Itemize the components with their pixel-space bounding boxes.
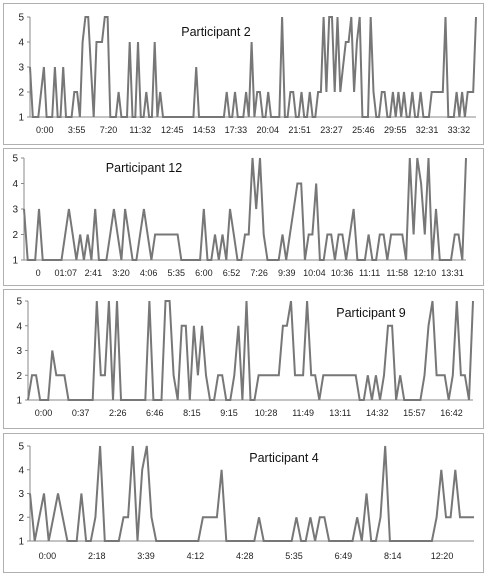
participant-12-x-tick-label: 7:26 bbox=[250, 268, 268, 278]
participant-2-y-tick-label: 1 bbox=[18, 113, 24, 124]
chart-svg-participant-9: 1 2 3 4 5 0:00 0:37 2:26 6:46 8:15 9:15 10:28 11:49 1… bbox=[16, 297, 474, 418]
participant-2-x-tick-label: 17:33 bbox=[225, 125, 248, 135]
participant-9-x-tick-label: 10:28 bbox=[255, 408, 278, 418]
participant-12-x-tick-label: 01:07 bbox=[55, 268, 78, 278]
participant-9-x-tick-label: 0:00 bbox=[35, 408, 53, 418]
participant-12-x-tick-label: 11:11 bbox=[359, 268, 380, 278]
participant-12-y-tick-label: 3 bbox=[12, 205, 18, 216]
participant-12-y-tick-label: 5 bbox=[12, 154, 18, 165]
participant-12-x-tick-label: 6:52 bbox=[223, 268, 241, 278]
participant-12-y-tick-label: 1 bbox=[12, 256, 18, 267]
chart-panel-participant-12: 1 2 3 4 5 0 01:07 2:41 3:20 4:06 5:35 6:00 6:52 7:26 9… bbox=[3, 148, 484, 286]
participant-4-y-tick-label: 4 bbox=[18, 465, 24, 476]
participant-2-x-tick-label: 25:46 bbox=[352, 125, 375, 135]
participant-2-chart-title: Participant 2 bbox=[181, 25, 251, 39]
participant-2-y-tick-label: 4 bbox=[18, 38, 24, 49]
chart-svg-participant-12: 1 2 3 4 5 0 01:07 2:41 3:20 4:06 5:35 6:00 6:52 7:26 9… bbox=[12, 154, 467, 278]
participant-12-x-tick-label: 13:31 bbox=[441, 268, 464, 278]
participant-4-y-tick-label: 1 bbox=[18, 537, 24, 548]
participant-12-x-tick-label: 9:39 bbox=[278, 268, 296, 278]
participant-4-x-tick-label: 5:35 bbox=[285, 551, 303, 561]
participant-12-y-tick-label: 2 bbox=[12, 230, 18, 241]
participant-9-x-tick-label: 13:11 bbox=[329, 408, 351, 418]
participant-12-chart-title: Participant 12 bbox=[106, 161, 182, 175]
participant-4-x-tick-label: 6:49 bbox=[335, 551, 353, 561]
participant-12-y-tick-label: 4 bbox=[12, 179, 18, 190]
participant-12-x-tick-label: 6:00 bbox=[195, 268, 213, 278]
participant-4-series-line bbox=[29, 445, 474, 542]
participant-9-chart-title: Participant 9 bbox=[336, 306, 406, 320]
participant-9-y-tick-label: 2 bbox=[16, 371, 22, 382]
participant-12-x-tick-label: 11:58 bbox=[386, 268, 408, 278]
participant-4-x-tick-label: 8:14 bbox=[384, 551, 402, 561]
participant-4-x-tick-label: 12:20 bbox=[431, 551, 454, 561]
participant-9-x-tick-label: 8:15 bbox=[183, 408, 201, 418]
participant-2-x-tick-label: 21:51 bbox=[288, 125, 311, 135]
participant-4-y-tick-label: 5 bbox=[18, 442, 24, 453]
participant-2-x-tick-label: 32:31 bbox=[416, 125, 439, 135]
participant-2-x-tick-label: 33:32 bbox=[448, 125, 471, 135]
participant-4-chart-title: Participant 4 bbox=[249, 451, 319, 465]
participant-9-y-tick-label: 3 bbox=[16, 346, 22, 357]
participant-4-x-tick-label: 3:39 bbox=[137, 551, 155, 561]
participant-4-y-tick-label: 2 bbox=[18, 513, 24, 524]
participant-12-x-tick-label: 5:35 bbox=[168, 268, 186, 278]
participant-12-series-line bbox=[23, 157, 467, 261]
chart-svg-participant-4: 1 2 3 4 5 0:00 2:18 3:39 4:12 4:28 5:35 6:49 8:14 12:… bbox=[18, 442, 474, 561]
participant-2-y-tick-label: 5 bbox=[18, 13, 24, 24]
chart-panel-participant-2: 1 2 3 4 5 0:00 3:55 7:20 11:32 12:45 14:53 17:33 20:… bbox=[3, 3, 484, 145]
participant-9-x-tick-label: 2:26 bbox=[109, 408, 127, 418]
participant-4-x-tick-label: 4:28 bbox=[236, 551, 254, 561]
participant-4-x-tick-label: 0:00 bbox=[39, 551, 57, 561]
participant-12-x-tick-label: 12:10 bbox=[414, 268, 437, 278]
participant-2-x-tick-label: 14:53 bbox=[193, 125, 216, 135]
participant-12-x-tick-label: 0 bbox=[36, 268, 41, 278]
participant-12-x-tick-label: 10:36 bbox=[331, 268, 354, 278]
participant-2-x-tick-label: 0:00 bbox=[36, 125, 54, 135]
participant-9-x-tick-label: 16:42 bbox=[440, 408, 463, 418]
participant-9-x-tick-label: 15:57 bbox=[403, 408, 426, 418]
chart-svg-participant-2: 1 2 3 4 5 0:00 3:55 7:20 11:32 12:45 14:53 17:33 20:… bbox=[18, 13, 477, 135]
participant-9-x-tick-label: 9:15 bbox=[220, 408, 238, 418]
participant-4-y-tick-label: 3 bbox=[18, 489, 24, 500]
participant-9-y-tick-label: 4 bbox=[16, 321, 22, 332]
participant-4-x-tick-label: 4:12 bbox=[187, 551, 205, 561]
participant-12-x-tick-label: 4:06 bbox=[140, 268, 158, 278]
participant-9-series-line bbox=[27, 300, 474, 401]
participant-2-x-tick-label: 3:55 bbox=[68, 125, 86, 135]
participant-9-x-tick-label: 6:46 bbox=[146, 408, 164, 418]
participant-9-y-tick-label: 1 bbox=[16, 396, 22, 407]
participant-2-y-tick-label: 3 bbox=[18, 63, 24, 74]
participant-2-y-tick-label: 2 bbox=[18, 88, 24, 99]
participant-9-x-tick-label: 14:32 bbox=[366, 408, 389, 418]
participant-12-x-tick-label: 2:41 bbox=[85, 268, 103, 278]
participant-2-series-line bbox=[29, 16, 477, 118]
participant-2-x-tick-label: 12:45 bbox=[161, 125, 184, 135]
participant-9-x-tick-label: 0:37 bbox=[72, 408, 90, 418]
participant-9-x-tick-label: 11:49 bbox=[292, 408, 314, 418]
participant-9-y-tick-label: 5 bbox=[16, 297, 22, 308]
participant-2-x-tick-label: 20:04 bbox=[257, 125, 280, 135]
participant-2-x-tick-label: 11:32 bbox=[129, 125, 151, 135]
participant-2-x-tick-label: 29:55 bbox=[384, 125, 407, 135]
participant-4-x-tick-label: 2:18 bbox=[88, 551, 106, 561]
participant-12-x-tick-label: 10:04 bbox=[303, 268, 326, 278]
participant-12-x-tick-label: 3:20 bbox=[112, 268, 130, 278]
participant-2-x-tick-label: 23:27 bbox=[320, 125, 343, 135]
participant-2-x-tick-label: 7:20 bbox=[100, 125, 118, 135]
chart-panel-participant-9: 1 2 3 4 5 0:00 0:37 2:26 6:46 8:15 9:15 10:28 11:49 1… bbox=[3, 289, 484, 429]
chart-panel-participant-4: 1 2 3 4 5 0:00 2:18 3:39 4:12 4:28 5:35 6:49 8:14 12:… bbox=[3, 433, 484, 573]
